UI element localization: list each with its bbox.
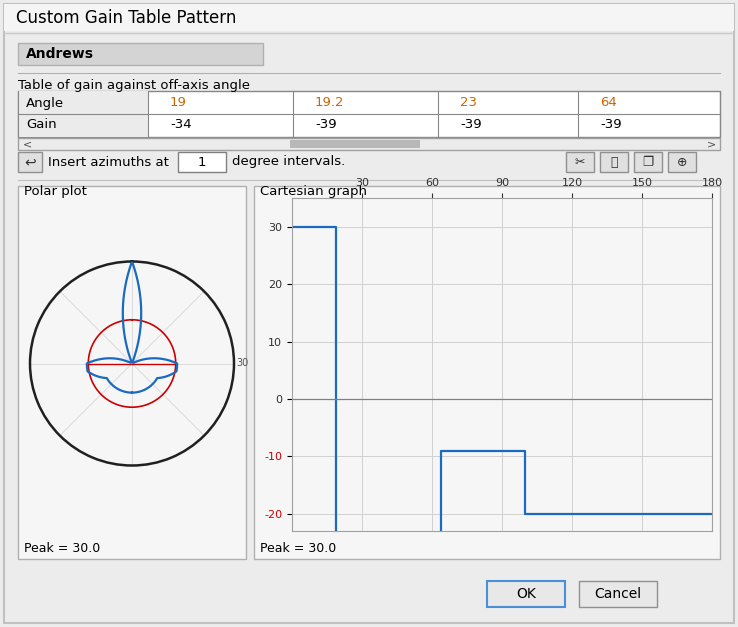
Bar	[18, 186, 246, 559]
Bar	[487, 581, 565, 607]
Text: -39: -39	[315, 119, 337, 132]
Bar	[579, 581, 657, 607]
Text: Cancel: Cancel	[594, 587, 641, 601]
Text: >: >	[708, 139, 717, 149]
Text: 64: 64	[600, 97, 617, 110]
Text: ⊕: ⊕	[677, 155, 687, 169]
Text: -10: -10	[178, 359, 193, 369]
Bar	[634, 152, 662, 172]
Text: 10: 10	[207, 359, 219, 369]
Text: OK: OK	[516, 587, 536, 601]
Text: Peak = 30.0: Peak = 30.0	[260, 542, 337, 556]
Text: Cartesian graph: Cartesian graph	[260, 184, 367, 198]
Text: Insert azimuths at: Insert azimuths at	[48, 155, 169, 169]
Text: ↩: ↩	[24, 155, 36, 169]
Bar	[18, 91, 148, 137]
Bar	[290, 140, 420, 148]
Bar	[566, 152, 594, 172]
Text: 23: 23	[460, 97, 477, 110]
Text: <: <	[24, 139, 32, 149]
Bar	[668, 152, 696, 172]
Text: degree intervals.: degree intervals.	[232, 155, 345, 169]
Bar	[18, 91, 720, 137]
Text: -34: -34	[170, 119, 192, 132]
Bar	[18, 43, 263, 65]
Bar	[600, 152, 628, 172]
Text: -39: -39	[600, 119, 621, 132]
Text: Gain: Gain	[26, 119, 57, 132]
Bar	[18, 152, 42, 172]
Text: Peak = 30.0: Peak = 30.0	[24, 542, 100, 556]
Text: Custom Gain Table Pattern: Custom Gain Table Pattern	[16, 9, 236, 27]
Text: ✂: ✂	[575, 155, 585, 169]
Text: Polar plot: Polar plot	[24, 184, 87, 198]
Text: Andrews: Andrews	[26, 47, 94, 61]
Text: 19.2: 19.2	[315, 97, 345, 110]
Bar	[4, 4, 734, 31]
Text: ⧉: ⧉	[610, 155, 618, 169]
Text: Table of gain against off-axis angle: Table of gain against off-axis angle	[18, 78, 250, 92]
Text: Angle: Angle	[26, 97, 64, 110]
Text: 19: 19	[170, 97, 187, 110]
Text: 1: 1	[198, 155, 206, 169]
Text: -39: -39	[460, 119, 482, 132]
Text: ❐: ❐	[642, 155, 654, 169]
Bar	[178, 152, 226, 172]
Text: 30: 30	[236, 359, 248, 369]
Bar	[254, 186, 720, 559]
Bar	[18, 138, 720, 150]
